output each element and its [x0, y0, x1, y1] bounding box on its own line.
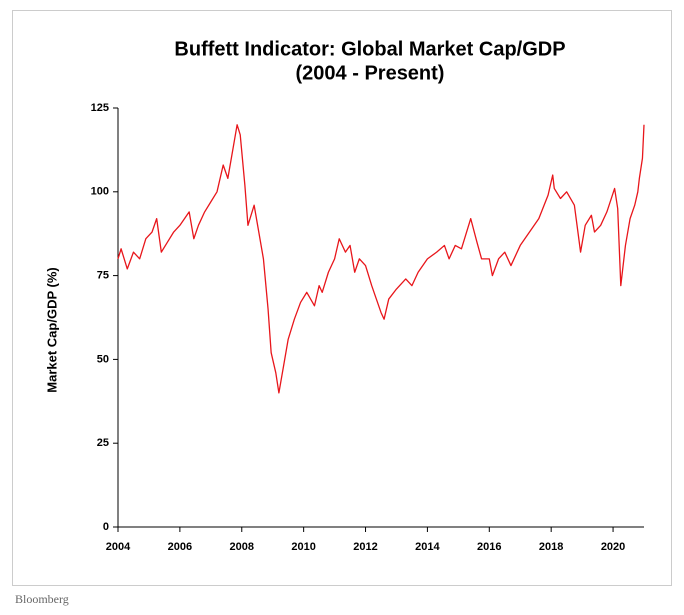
x-tick-label: 2008 — [230, 541, 254, 553]
x-tick-label: 2004 — [106, 541, 131, 553]
y-tick-label: 100 — [91, 186, 109, 198]
source: Bloomberg — [15, 592, 69, 606]
y-tick-label: 0 — [103, 521, 109, 533]
x-tick-label: 2020 — [601, 541, 625, 553]
y-tick-label: 50 — [97, 353, 109, 365]
y-tick-label: 125 — [91, 102, 109, 114]
y-tick-label: 75 — [97, 270, 109, 282]
x-tick-label: 2006 — [168, 541, 192, 553]
frame — [12, 10, 672, 586]
x-tick-label: 2016 — [477, 541, 501, 553]
chart-subtitle: (2004 - Present) — [296, 62, 445, 84]
line-series — [117, 124, 645, 394]
y-axis-label: Market Cap/GDP (%) — [44, 267, 59, 392]
x-tick-label: 2012 — [353, 541, 377, 553]
x-tick-label: 2018 — [539, 541, 563, 553]
y-tick-label: 25 — [97, 437, 109, 449]
x-tick-label: 2014 — [415, 541, 440, 553]
chart-title: Buffett Indicator: Global Market Cap/GDP — [174, 38, 565, 60]
x-tick-label: 2010 — [291, 541, 315, 553]
